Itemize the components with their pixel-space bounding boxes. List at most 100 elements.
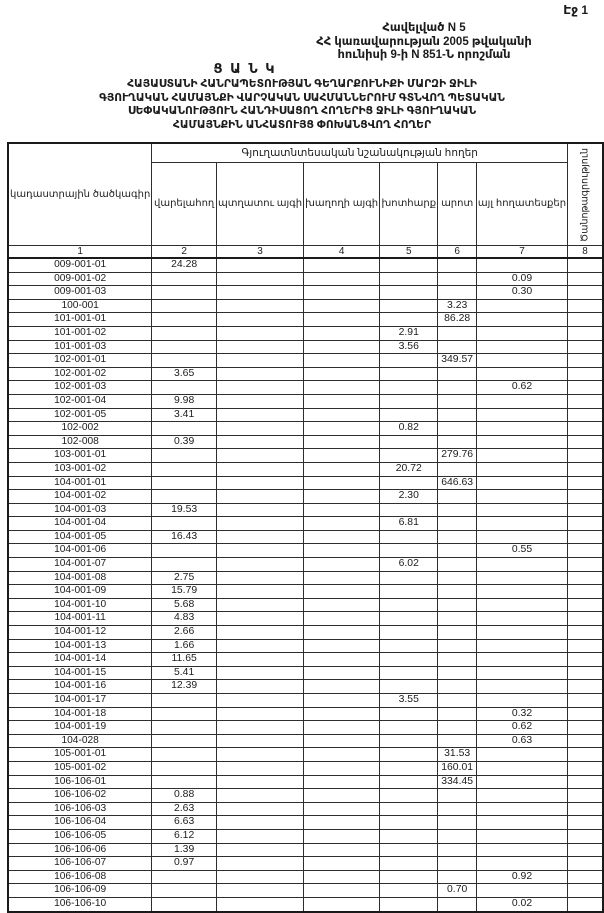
table-row: 104-001-18 0.32 (7, 706, 604, 722)
area-value-cell (567, 380, 604, 395)
area-value-cell: 31.53 (437, 747, 477, 762)
table-row: 106-106-07 0.97 (7, 856, 604, 871)
area-value-cell (215, 489, 305, 504)
area-value-cell (151, 339, 217, 355)
area-value-cell (379, 665, 439, 681)
area-value-cell (379, 896, 439, 913)
area-value-cell: 0.63 (475, 733, 569, 749)
table-row: 101-001-01 86.28 (7, 312, 604, 327)
area-value-cell (379, 856, 439, 871)
area-value-cell (379, 285, 439, 300)
area-value-cell (379, 869, 439, 885)
area-value-cell (303, 557, 381, 572)
area-value-cell (567, 638, 604, 654)
table-row: 104-001-15 5.41 (7, 665, 604, 681)
area-value-cell (437, 652, 477, 667)
area-value-cell (379, 502, 439, 518)
area-value-cell (475, 693, 569, 708)
table-row: 106-106-08 0.92 (7, 869, 604, 885)
area-value-cell (567, 760, 604, 776)
area-value-cell (151, 285, 217, 300)
area-value-cell (567, 733, 604, 749)
area-value-cell (437, 815, 477, 830)
area-value-cell (151, 760, 217, 776)
area-value-cell (215, 285, 305, 300)
cadastral-code-cell: 104-001-05 (7, 529, 153, 545)
column-header-arable: վարելահող (151, 162, 217, 246)
area-value-cell (303, 285, 381, 300)
cadastral-code-cell: 106-106-02 (7, 788, 153, 803)
area-value-cell (151, 747, 217, 762)
table-row: 106-106-03 2.63 (7, 801, 604, 817)
area-value-cell (379, 475, 439, 491)
area-value-cell (215, 788, 305, 803)
column-number-cell: 8 (567, 245, 604, 259)
area-value-cell (215, 679, 305, 694)
area-value-cell (567, 665, 604, 681)
area-value-cell (567, 325, 604, 341)
area-value-cell (303, 842, 381, 858)
area-value-cell (379, 380, 439, 395)
appendix-line: հունիսի 9-ի N 851-Ն որոշման (337, 49, 511, 61)
area-value-cell (437, 679, 477, 694)
table-row: 106-106-09 0.70 (7, 883, 604, 898)
area-value-cell (151, 475, 217, 491)
area-value-cell: 6.81 (379, 516, 439, 531)
area-value-cell (303, 312, 381, 327)
area-value-cell (567, 597, 604, 613)
area-value-cell (379, 706, 439, 722)
area-value-cell (151, 448, 217, 463)
area-value-cell (379, 597, 439, 613)
area-value-cell (215, 393, 305, 409)
area-value-cell (567, 421, 604, 436)
cadastral-code-cell: 102-008 (7, 434, 153, 450)
area-value-cell (475, 883, 569, 898)
area-value-cell (437, 257, 477, 273)
title-line: ՀԱՅԱՍՏԱՆԻ ՀԱՆՐԱՊԵՏՈՒԹՅԱՆ ԳԵՂԱՐՔՈՒՆԻՔԻ ՄԱ… (127, 78, 477, 90)
cadastral-code-cell: 104-001-09 (7, 584, 153, 599)
area-value-cell (437, 285, 477, 300)
area-value-cell: 349.57 (437, 353, 477, 368)
area-value-cell: 279.76 (437, 448, 477, 463)
area-value-cell (303, 407, 381, 423)
area-value-cell (475, 584, 569, 599)
area-value-cell: 2.91 (379, 325, 439, 341)
area-value-cell (379, 638, 439, 654)
area-value-cell: 0.32 (475, 706, 569, 722)
table-row: 101-001-03 3.56 (7, 339, 604, 355)
document-type-heading: Ց Ա Ն Կ (213, 61, 277, 76)
table-row: 102-002 0.82 (7, 421, 604, 436)
area-value-cell (567, 611, 604, 627)
area-value-cell (567, 883, 604, 898)
area-value-cell (303, 652, 381, 667)
table-row: 102-008 0.39 (7, 434, 604, 450)
area-value-cell: 6.63 (151, 815, 217, 830)
title-line: ԳՅՈՒՂԱԿԱՆ ՀԱՄԱՅՆՔԻ ՎԱՐՉԱԿԱՆ ՍԱՀՄԱՆՆԵՐՈՒՄ… (99, 91, 505, 104)
area-value-cell (303, 625, 381, 640)
area-value-cell (379, 747, 439, 762)
area-value-cell: 5.68 (151, 597, 217, 613)
column-header-vineyard: խաղողի այգի (303, 162, 381, 246)
area-value-cell (151, 543, 217, 559)
cadastral-code-cell: 104-001-08 (7, 570, 153, 586)
cadastral-code-cell: 009-001-01 (7, 257, 153, 273)
area-value-cell (303, 353, 381, 368)
table-row: 106-106-04 6.63 (7, 815, 604, 830)
area-value-cell (379, 257, 439, 273)
area-value-cell: 0.02 (475, 896, 569, 913)
area-value-cell (567, 693, 604, 708)
area-value-cell (567, 652, 604, 667)
area-value-cell (437, 570, 477, 586)
area-value-cell (303, 788, 381, 803)
area-value-cell (567, 625, 604, 640)
area-value-cell (303, 570, 381, 586)
table-row: 103-001-02 20.72 (7, 461, 604, 477)
area-value-cell: 334.45 (437, 774, 477, 790)
table-row: 102-001-04 9.98 (7, 393, 604, 409)
table-row: 104-001-02 2.30 (7, 489, 604, 504)
area-value-cell (303, 611, 381, 627)
cadastral-code-cell: 102-001-03 (7, 380, 153, 395)
area-value-cell (215, 502, 305, 518)
area-value-cell (303, 529, 381, 545)
table-row: 104-001-05 16.43 (7, 529, 604, 545)
